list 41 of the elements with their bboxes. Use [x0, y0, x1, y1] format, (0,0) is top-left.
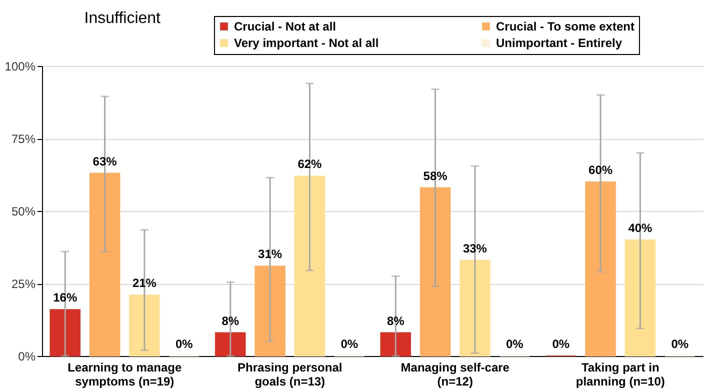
bar — [215, 332, 246, 356]
data-label: 16% — [53, 290, 78, 305]
data-label: 58% — [423, 168, 448, 183]
data-label: 31% — [258, 247, 282, 262]
data-label: 8% — [222, 314, 240, 328]
bar — [254, 266, 286, 356]
bar — [89, 172, 120, 356]
data-label: 60% — [588, 163, 613, 177]
data-label: 40% — [628, 221, 653, 235]
data-label: 21% — [132, 276, 157, 290]
bar — [50, 309, 81, 356]
data-label: 0% — [552, 337, 570, 351]
data-label: 0% — [175, 337, 194, 351]
bar — [585, 182, 616, 356]
x-tick-label: Managing self-care (n=12) — [400, 360, 510, 388]
y-tick-label: 50% — [11, 204, 36, 218]
bar — [380, 332, 412, 356]
bar — [460, 260, 490, 356]
y-tick-label: 75% — [11, 132, 36, 146]
bar — [624, 240, 656, 356]
legend-label: Crucial - Not at all — [234, 19, 336, 34]
x-tick-label: Phrasing personal goals (n=13) — [238, 360, 342, 388]
data-label: 62% — [298, 157, 322, 172]
x-tick-label: Taking part in planning (n=10) — [576, 360, 665, 388]
x-tick-label: Learning to manage symptoms (n=19) — [68, 360, 182, 388]
data-label: 0% — [340, 337, 358, 351]
bar — [294, 176, 326, 356]
bar — [129, 294, 160, 356]
y-tick-label: 25% — [11, 277, 36, 291]
legend-label: Unimportant - Entirely — [496, 36, 622, 50]
bar — [420, 187, 451, 356]
data-label: 0% — [671, 337, 689, 351]
data-label: 63% — [92, 154, 118, 168]
data-label: 33% — [462, 241, 488, 256]
y-tick-label: 100% — [4, 60, 36, 74]
chart-title: Insufficient — [84, 10, 162, 27]
data-label: 0% — [506, 337, 524, 351]
legend-label: Very important - Not al all — [234, 36, 379, 50]
y-tick-label: 0% — [18, 350, 36, 364]
data-label: 8% — [386, 314, 405, 328]
legend-label: Crucial - To some extent — [496, 19, 634, 34]
